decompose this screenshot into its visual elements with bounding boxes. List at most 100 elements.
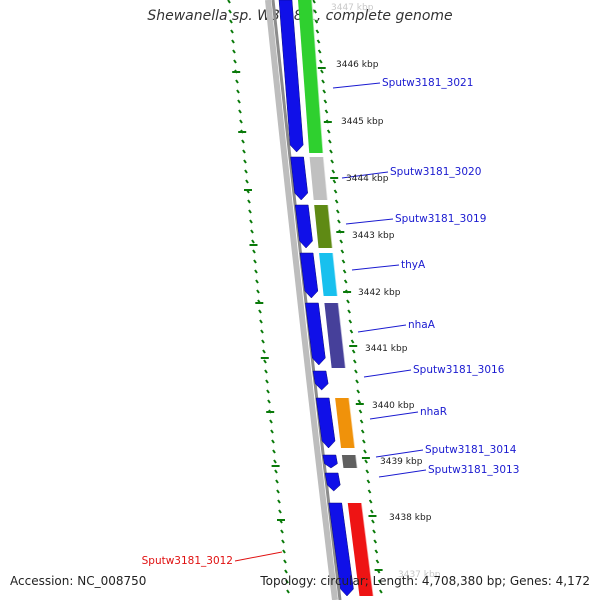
minor-tick xyxy=(276,489,280,494)
minor-tick xyxy=(230,29,234,34)
gene-block-edge xyxy=(332,252,339,297)
minor-tick xyxy=(245,179,249,184)
kbp-tick-label: 3446 kbp xyxy=(336,60,379,70)
backbone-shadow xyxy=(265,0,338,600)
minor-tick xyxy=(348,319,353,324)
minor-tick xyxy=(237,99,241,104)
minor-tick xyxy=(375,559,380,564)
minor-tick xyxy=(335,209,340,214)
minor-tick xyxy=(374,549,379,554)
minor-tick xyxy=(233,59,237,64)
minor-tick xyxy=(275,479,279,484)
minor-tick xyxy=(255,279,259,284)
cds-arrow xyxy=(312,370,329,391)
minor-tick xyxy=(324,109,329,114)
minor-tick xyxy=(330,159,334,164)
minor-tick xyxy=(227,0,231,4)
label-link xyxy=(375,449,424,458)
minor-tick xyxy=(343,279,348,284)
minor-tick xyxy=(250,229,254,234)
genome-summary: Topology: circular; Length: 4,708,380 bp… xyxy=(260,574,590,588)
minor-tick xyxy=(249,219,253,224)
cds-arrow xyxy=(299,252,319,299)
minor-tick xyxy=(236,89,240,94)
minor-tick xyxy=(267,399,271,404)
minor-tick xyxy=(229,19,233,24)
minor-tick xyxy=(269,419,273,424)
minor-tick xyxy=(331,169,336,174)
minor-tick xyxy=(265,379,269,384)
minor-tick xyxy=(247,199,251,204)
minor-tick xyxy=(242,149,246,154)
minor-tick xyxy=(365,469,370,474)
gene-block-edge xyxy=(327,204,334,249)
minor-tick xyxy=(367,489,372,494)
minor-tick xyxy=(346,299,350,304)
minor-tick xyxy=(273,459,277,464)
cds-track xyxy=(278,0,354,597)
minor-tick xyxy=(280,529,284,534)
minor-tick xyxy=(256,289,260,294)
kbp-tick-label: 3445 kbp xyxy=(341,117,384,127)
minor-tick xyxy=(262,349,266,354)
minor-tick xyxy=(377,579,382,584)
gene-label: thyA xyxy=(401,259,426,271)
minor-tick xyxy=(340,249,345,254)
gene-block xyxy=(298,0,324,153)
minor-tick xyxy=(362,439,366,444)
minor-tick xyxy=(263,359,267,364)
gene-label: Sputw3181_3021 xyxy=(382,77,473,89)
minor-tick xyxy=(326,129,331,134)
minor-tick xyxy=(270,429,274,434)
minor-tick xyxy=(352,359,357,364)
cds-arrow xyxy=(328,502,354,597)
gene-block-edge xyxy=(337,302,347,369)
minor-tick xyxy=(342,269,347,274)
minor-tick xyxy=(316,39,321,44)
minor-tick xyxy=(341,259,346,264)
minor-tick xyxy=(366,479,371,484)
minor-tick xyxy=(239,119,243,124)
gene-block-edge xyxy=(355,454,359,469)
minor-tick xyxy=(286,589,290,594)
cds-arrow xyxy=(290,156,308,201)
minor-tick xyxy=(332,179,337,184)
minor-tick xyxy=(315,29,320,34)
label-link xyxy=(332,82,381,89)
minor-tick xyxy=(264,369,268,374)
kbp-tick-label: 3439 kbp xyxy=(380,457,423,467)
gene-label: Sputw3181_3020 xyxy=(390,166,481,178)
minor-tick xyxy=(241,139,245,144)
kbp-labels: 3447 kbp 3446 kbp 3445 kbp 3444 kbp 3443 kbp… xyxy=(331,3,441,580)
minor-tick xyxy=(321,79,325,84)
kbp-tick-label: 3440 kbp xyxy=(372,401,415,411)
minor-tick xyxy=(357,399,362,404)
minor-tick xyxy=(235,79,239,84)
minor-tick xyxy=(243,159,247,164)
cds-arrow xyxy=(322,454,338,469)
minor-tick xyxy=(278,509,282,514)
minor-tick xyxy=(333,189,338,194)
minor-tick xyxy=(228,9,232,14)
minor-tick xyxy=(355,379,359,384)
gene-label: Sputw3181_3013 xyxy=(428,464,519,476)
minor-tick xyxy=(334,199,339,204)
minor-tick xyxy=(354,369,358,374)
minor-tick xyxy=(248,209,252,214)
kbp-tick-label: 3441 kbp xyxy=(365,344,408,354)
label-link xyxy=(234,551,283,562)
minor-tick xyxy=(359,419,364,424)
gene-block xyxy=(319,253,338,296)
gene-label: nhaA xyxy=(408,319,436,331)
colored-gene-track xyxy=(298,0,375,597)
minor-tick xyxy=(368,499,373,504)
cds-arrow xyxy=(294,204,313,249)
minor-tick xyxy=(349,329,354,334)
gene-label: nhaR xyxy=(420,406,447,418)
gene-block xyxy=(347,503,374,596)
minor-tick xyxy=(379,589,383,594)
minor-tick xyxy=(320,69,324,74)
minor-tick xyxy=(261,339,265,344)
label-link xyxy=(378,469,427,478)
gene-block-edge xyxy=(360,502,375,597)
